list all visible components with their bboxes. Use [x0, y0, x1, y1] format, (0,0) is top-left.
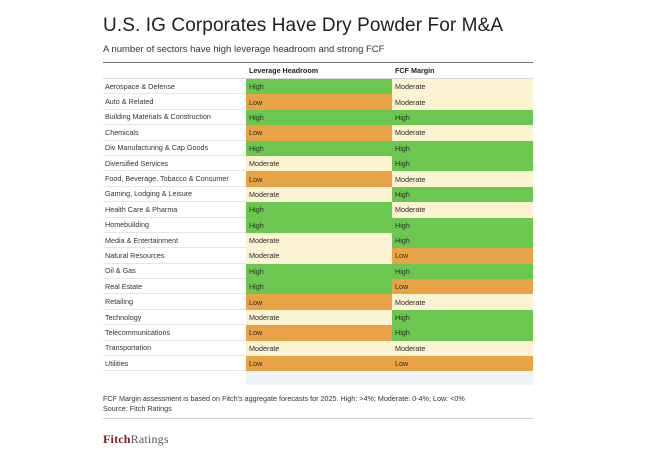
fcf-margin-cell: Moderate: [392, 94, 533, 110]
fcf-margin-cell: High: [392, 140, 533, 156]
sector-name: Real Estate: [103, 279, 246, 295]
header-leverage-headroom: Leverage Headroom: [249, 66, 319, 75]
leverage-headroom-cell: High: [246, 217, 392, 233]
table-row: Telecommunications Low High: [103, 325, 533, 341]
fcf-margin-cell: Low: [392, 279, 533, 295]
fcf-margin-cell: High: [392, 217, 533, 233]
footnote: FCF Margin assessment is based on Fitch'…: [103, 394, 465, 403]
fcf-margin-cell: High: [392, 186, 533, 203]
table-row: Technology Moderate High: [103, 309, 533, 326]
sector-name: Utilities: [103, 356, 246, 372]
table-row: Food, Beverage, Tobacco & Consumer Low Mod…: [103, 171, 533, 187]
sector-name: Technology: [103, 309, 246, 326]
table-row: Utilities Low Low: [103, 356, 533, 372]
fcf-margin-cell: Moderate: [392, 171, 533, 187]
table-row: Diversified Services Moderate High: [103, 155, 533, 172]
sector-name: Homebuilding: [103, 217, 246, 233]
fcf-margin-cell: High: [392, 109, 533, 126]
sector-name: Auto & Related: [103, 94, 246, 110]
header-fcf-margin: FCF Margin: [395, 66, 435, 75]
leverage-headroom-cell: Low: [246, 125, 392, 141]
sector-name: Oil & Gas: [103, 263, 246, 280]
leverage-headroom-cell: Moderate: [246, 155, 392, 172]
sector-table: Leverage Headroom FCF Margin Aerospace &…: [103, 62, 533, 386]
fcf-margin-cell: Moderate: [392, 202, 533, 218]
sector-name: Food, Beverage, Tobacco & Consumer: [103, 171, 246, 187]
table-row: Transportation Moderate Moderate: [103, 340, 533, 357]
fcf-margin-cell: High: [392, 263, 533, 280]
fcf-margin-cell: High: [392, 232, 533, 249]
sector-name: Building Materials & Construction: [103, 109, 246, 126]
sector-name: Retailing: [103, 294, 246, 310]
table-row: Real Estate High Low: [103, 279, 533, 295]
table-row: Health Care & Pharma High Moderate: [103, 202, 533, 218]
logo-fitch: Fitch: [103, 432, 131, 446]
fcf-margin-cell: High: [392, 325, 533, 341]
fcf-margin-cell: Low: [392, 356, 533, 372]
leverage-headroom-cell: Low: [246, 356, 392, 372]
leverage-headroom-cell: High: [246, 109, 392, 126]
logo-ratings: Ratings: [130, 432, 169, 446]
leverage-headroom-cell: Moderate: [246, 186, 392, 203]
table-row: Natural Resources Moderate Low: [103, 248, 533, 264]
sector-name: Gaming, Lodging & Leisure: [103, 186, 246, 203]
table-row: Chemicals Low Moderate: [103, 125, 533, 141]
fcf-margin-cell: Moderate: [392, 125, 533, 141]
leverage-headroom-cell: Moderate: [246, 232, 392, 249]
leverage-headroom-cell: High: [246, 79, 392, 95]
table-row: Retailing Low Moderate: [103, 294, 533, 310]
chart-footnote-block: FCF Margin assessment is based on Fitch'…: [103, 394, 533, 414]
table-blank-row: [103, 371, 533, 386]
source-note: Source: Fitch Ratings: [103, 404, 172, 413]
table-row: Aerospace & Defense High Moderate: [103, 79, 533, 95]
sector-name: Aerospace & Defense: [103, 79, 246, 95]
leverage-headroom-cell: Moderate: [246, 309, 392, 326]
sector-name: Natural Resources: [103, 248, 246, 264]
fcf-margin-cell: High: [392, 309, 533, 326]
table-row: Auto & Related Low Moderate: [103, 94, 533, 110]
chart-container: U.S. IG Corporates Have Dry Powder For M…: [103, 14, 533, 446]
sector-name: Media & Entertainment: [103, 232, 246, 249]
leverage-headroom-cell: Moderate: [246, 340, 392, 357]
sector-name: Health Care & Pharma: [103, 202, 246, 218]
leverage-headroom-cell: Low: [246, 294, 392, 310]
leverage-headroom-cell: High: [246, 263, 392, 280]
leverage-headroom-cell: High: [246, 202, 392, 218]
footer-divider: [103, 418, 533, 419]
sector-name: Transportation: [103, 340, 246, 357]
leverage-headroom-cell: Low: [246, 94, 392, 110]
sector-name: Div Manufacturing & Cap Goods: [103, 140, 246, 156]
table-row: Oil & Gas High High: [103, 263, 533, 280]
table-row: Div Manufacturing & Cap Goods High High: [103, 140, 533, 156]
fitch-ratings-logo: FitchRatings: [103, 432, 169, 447]
sector-name: Telecommunications: [103, 325, 246, 341]
table-row: Media & Entertainment Moderate High: [103, 232, 533, 249]
leverage-headroom-cell: Moderate: [246, 248, 392, 264]
chart-subtitle: A number of sectors have high leverage h…: [103, 44, 385, 55]
chart-title: U.S. IG Corporates Have Dry Powder For M…: [103, 15, 504, 36]
sector-name: Diversified Services: [103, 155, 246, 172]
sector-name: Chemicals: [103, 125, 246, 141]
leverage-headroom-cell: High: [246, 279, 392, 295]
leverage-headroom-cell: Low: [246, 171, 392, 187]
table-row: Homebuilding High High: [103, 217, 533, 233]
fcf-margin-cell: Moderate: [392, 294, 533, 310]
table-body: Aerospace & Defense High Moderate Auto & Re…: [103, 79, 533, 372]
fcf-margin-cell: Low: [392, 248, 533, 264]
fcf-margin-cell: High: [392, 155, 533, 172]
fcf-margin-cell: Moderate: [392, 340, 533, 357]
leverage-headroom-cell: Low: [246, 325, 392, 341]
table-row: Gaming, Lodging & Leisure Moderate High: [103, 186, 533, 203]
fcf-margin-cell: Moderate: [392, 79, 533, 95]
table-row: Building Materials & Construction High Hig…: [103, 109, 533, 126]
leverage-headroom-cell: High: [246, 140, 392, 156]
table-header: Leverage Headroom FCF Margin: [103, 63, 533, 79]
